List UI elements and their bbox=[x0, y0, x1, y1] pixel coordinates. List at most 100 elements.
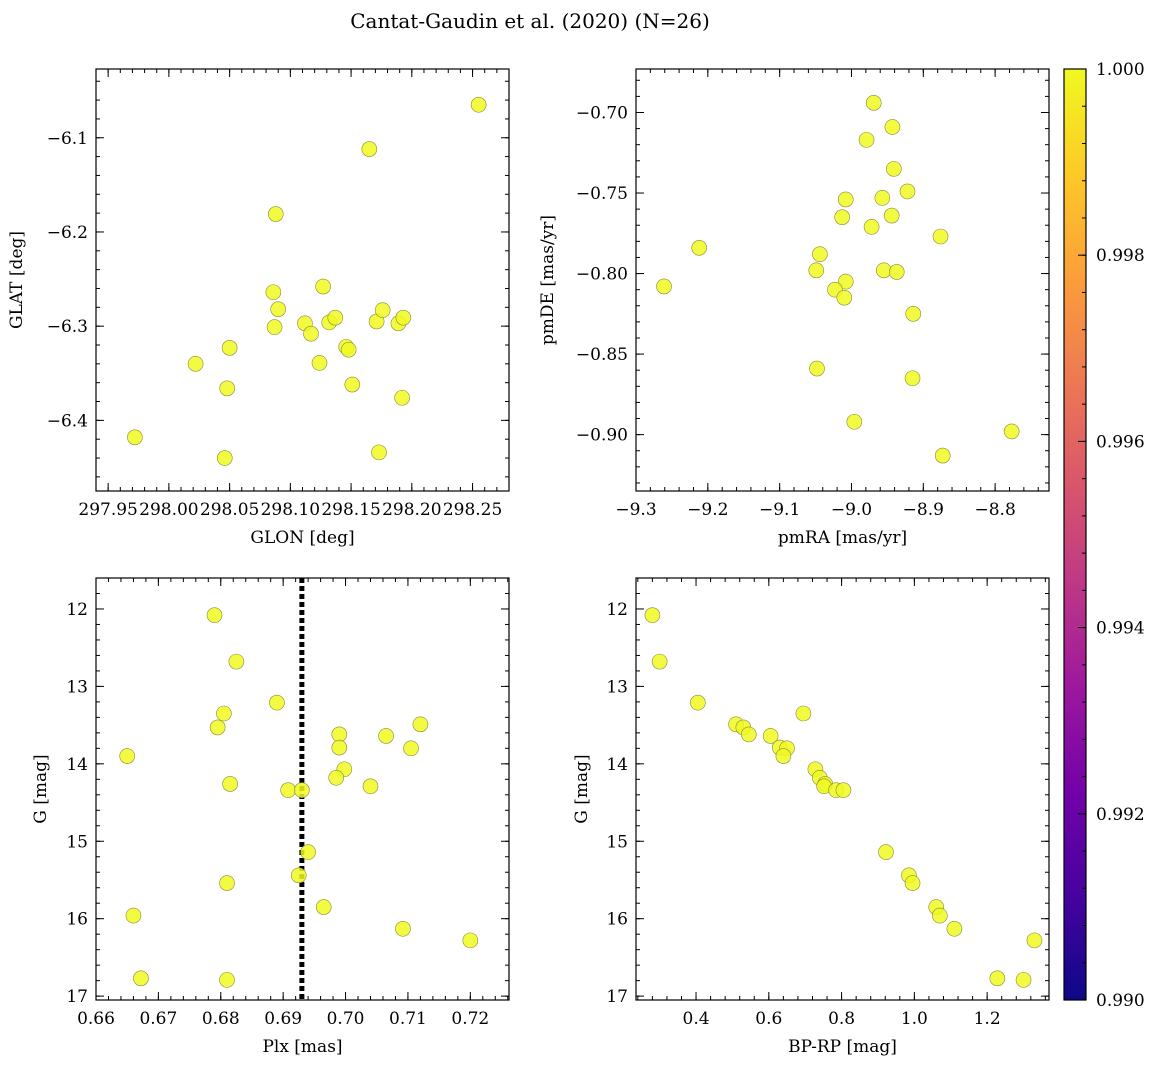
colorbar: 0.990 0.992 0.994 0.996 0.998 1.000 bbox=[1063, 60, 1145, 1011]
y-tick-label: 17 bbox=[66, 987, 88, 1007]
y-tick-label: 12 bbox=[66, 600, 88, 620]
x-tick-label: 0.71 bbox=[389, 1009, 427, 1029]
data-point bbox=[327, 309, 344, 326]
data-point bbox=[315, 278, 331, 295]
x-tick-label: 298.15 bbox=[321, 500, 380, 520]
data-point bbox=[331, 739, 348, 756]
data-point bbox=[315, 899, 332, 915]
x-axis-label: BP-RP [mag] bbox=[788, 1037, 897, 1057]
x-tick-label: 0.67 bbox=[139, 1009, 177, 1029]
data-point bbox=[216, 705, 232, 722]
x-tick-label: −8.8 bbox=[974, 500, 1015, 520]
y-tick-label: 12 bbox=[606, 600, 628, 620]
y-tick-label: −0.70 bbox=[576, 103, 628, 123]
data-point bbox=[904, 370, 921, 387]
data-point bbox=[904, 875, 921, 891]
data-point bbox=[395, 920, 411, 937]
x-axis-label: GLON [deg] bbox=[250, 528, 354, 548]
plot-frame bbox=[95, 68, 510, 492]
data-point bbox=[1026, 932, 1043, 949]
y-tick-label: 15 bbox=[66, 832, 88, 852]
data-point bbox=[361, 141, 378, 157]
y-axis-label: G [mag] bbox=[31, 754, 51, 823]
data-point bbox=[209, 719, 226, 736]
data-point bbox=[344, 376, 361, 393]
x-tick-label: −9.2 bbox=[687, 500, 728, 520]
colorbar-frame bbox=[1063, 68, 1087, 1001]
colorbar-ticks: 0.990 0.992 0.994 0.996 0.998 1.000 bbox=[1078, 60, 1145, 1011]
x-tick-label: 0.68 bbox=[202, 1009, 240, 1029]
data-point bbox=[222, 776, 238, 792]
data-point bbox=[311, 355, 328, 371]
x-tick-label: 298.00 bbox=[139, 500, 198, 520]
data-point bbox=[883, 207, 900, 224]
data-point bbox=[280, 782, 296, 798]
scatter-panel-glon-glat: 297.95 298.00 298.05 298.10 298.15 298.20 298.… bbox=[7, 68, 510, 548]
y-tick-label: 16 bbox=[66, 910, 88, 930]
data-point bbox=[127, 429, 143, 446]
data-point bbox=[946, 920, 963, 937]
data-point bbox=[462, 932, 479, 949]
data-point bbox=[119, 748, 135, 764]
y-tick-label: 13 bbox=[66, 677, 88, 697]
data-point bbox=[125, 907, 142, 924]
x-tick-label: 0.69 bbox=[264, 1009, 302, 1029]
data-point bbox=[858, 132, 875, 148]
figure-title: Cantat-Gaudin et al. (2020) (N=26) bbox=[350, 9, 710, 33]
data-point bbox=[270, 301, 287, 318]
data-point bbox=[290, 867, 307, 884]
x-axis-label: Plx [mas] bbox=[262, 1037, 342, 1057]
data-point bbox=[690, 694, 706, 711]
data-point bbox=[470, 96, 487, 113]
data-point bbox=[266, 319, 283, 335]
data-point bbox=[989, 970, 1006, 987]
data-point bbox=[834, 209, 850, 225]
y-tick-label: 15 bbox=[606, 832, 628, 852]
data-point bbox=[691, 239, 708, 256]
data-point bbox=[899, 183, 916, 200]
colorbar-tick-label: 0.998 bbox=[1096, 246, 1145, 266]
data-point bbox=[795, 705, 812, 722]
y-tick-label: −6.4 bbox=[47, 411, 88, 431]
y-tick-label: 13 bbox=[606, 677, 628, 697]
colorbar-gradient bbox=[1064, 69, 1086, 1000]
data-point bbox=[651, 653, 668, 670]
data-point bbox=[874, 190, 891, 206]
data-point bbox=[835, 782, 852, 798]
data-point bbox=[837, 273, 854, 290]
data-point bbox=[219, 380, 235, 397]
data-point bbox=[934, 447, 951, 464]
data-point bbox=[228, 653, 245, 670]
colorbar-tick-label: 0.990 bbox=[1096, 991, 1145, 1011]
data-point bbox=[878, 844, 894, 860]
data-point bbox=[362, 778, 379, 795]
data-point bbox=[133, 970, 149, 987]
y-tick-label: 14 bbox=[606, 755, 628, 775]
data-point bbox=[886, 161, 902, 177]
data-point bbox=[331, 726, 348, 743]
data-point bbox=[303, 325, 319, 342]
x-tick-label: 298.25 bbox=[443, 500, 502, 520]
y-tick-label: −0.80 bbox=[576, 265, 628, 285]
data-point bbox=[219, 875, 235, 891]
data-point bbox=[762, 728, 779, 744]
data-point bbox=[187, 356, 204, 372]
data-point bbox=[846, 413, 863, 430]
data-point bbox=[863, 219, 880, 235]
data-point bbox=[644, 607, 661, 623]
x-tick-label: 0.8 bbox=[828, 1009, 855, 1029]
y-tick-label: −6.3 bbox=[47, 317, 88, 337]
data-point bbox=[837, 191, 854, 208]
y-tick-label: 14 bbox=[66, 755, 88, 775]
data-point bbox=[378, 728, 394, 744]
x-tick-label: 297.95 bbox=[78, 500, 137, 520]
data-point bbox=[371, 444, 387, 461]
data-point bbox=[206, 607, 223, 623]
data-point bbox=[412, 716, 429, 733]
data-point bbox=[219, 972, 235, 988]
data-point bbox=[374, 302, 391, 318]
x-tick-label: −9.1 bbox=[759, 500, 800, 520]
x-tick-label: 1.0 bbox=[901, 1009, 928, 1029]
data-point bbox=[888, 264, 905, 280]
data-point bbox=[267, 206, 284, 222]
